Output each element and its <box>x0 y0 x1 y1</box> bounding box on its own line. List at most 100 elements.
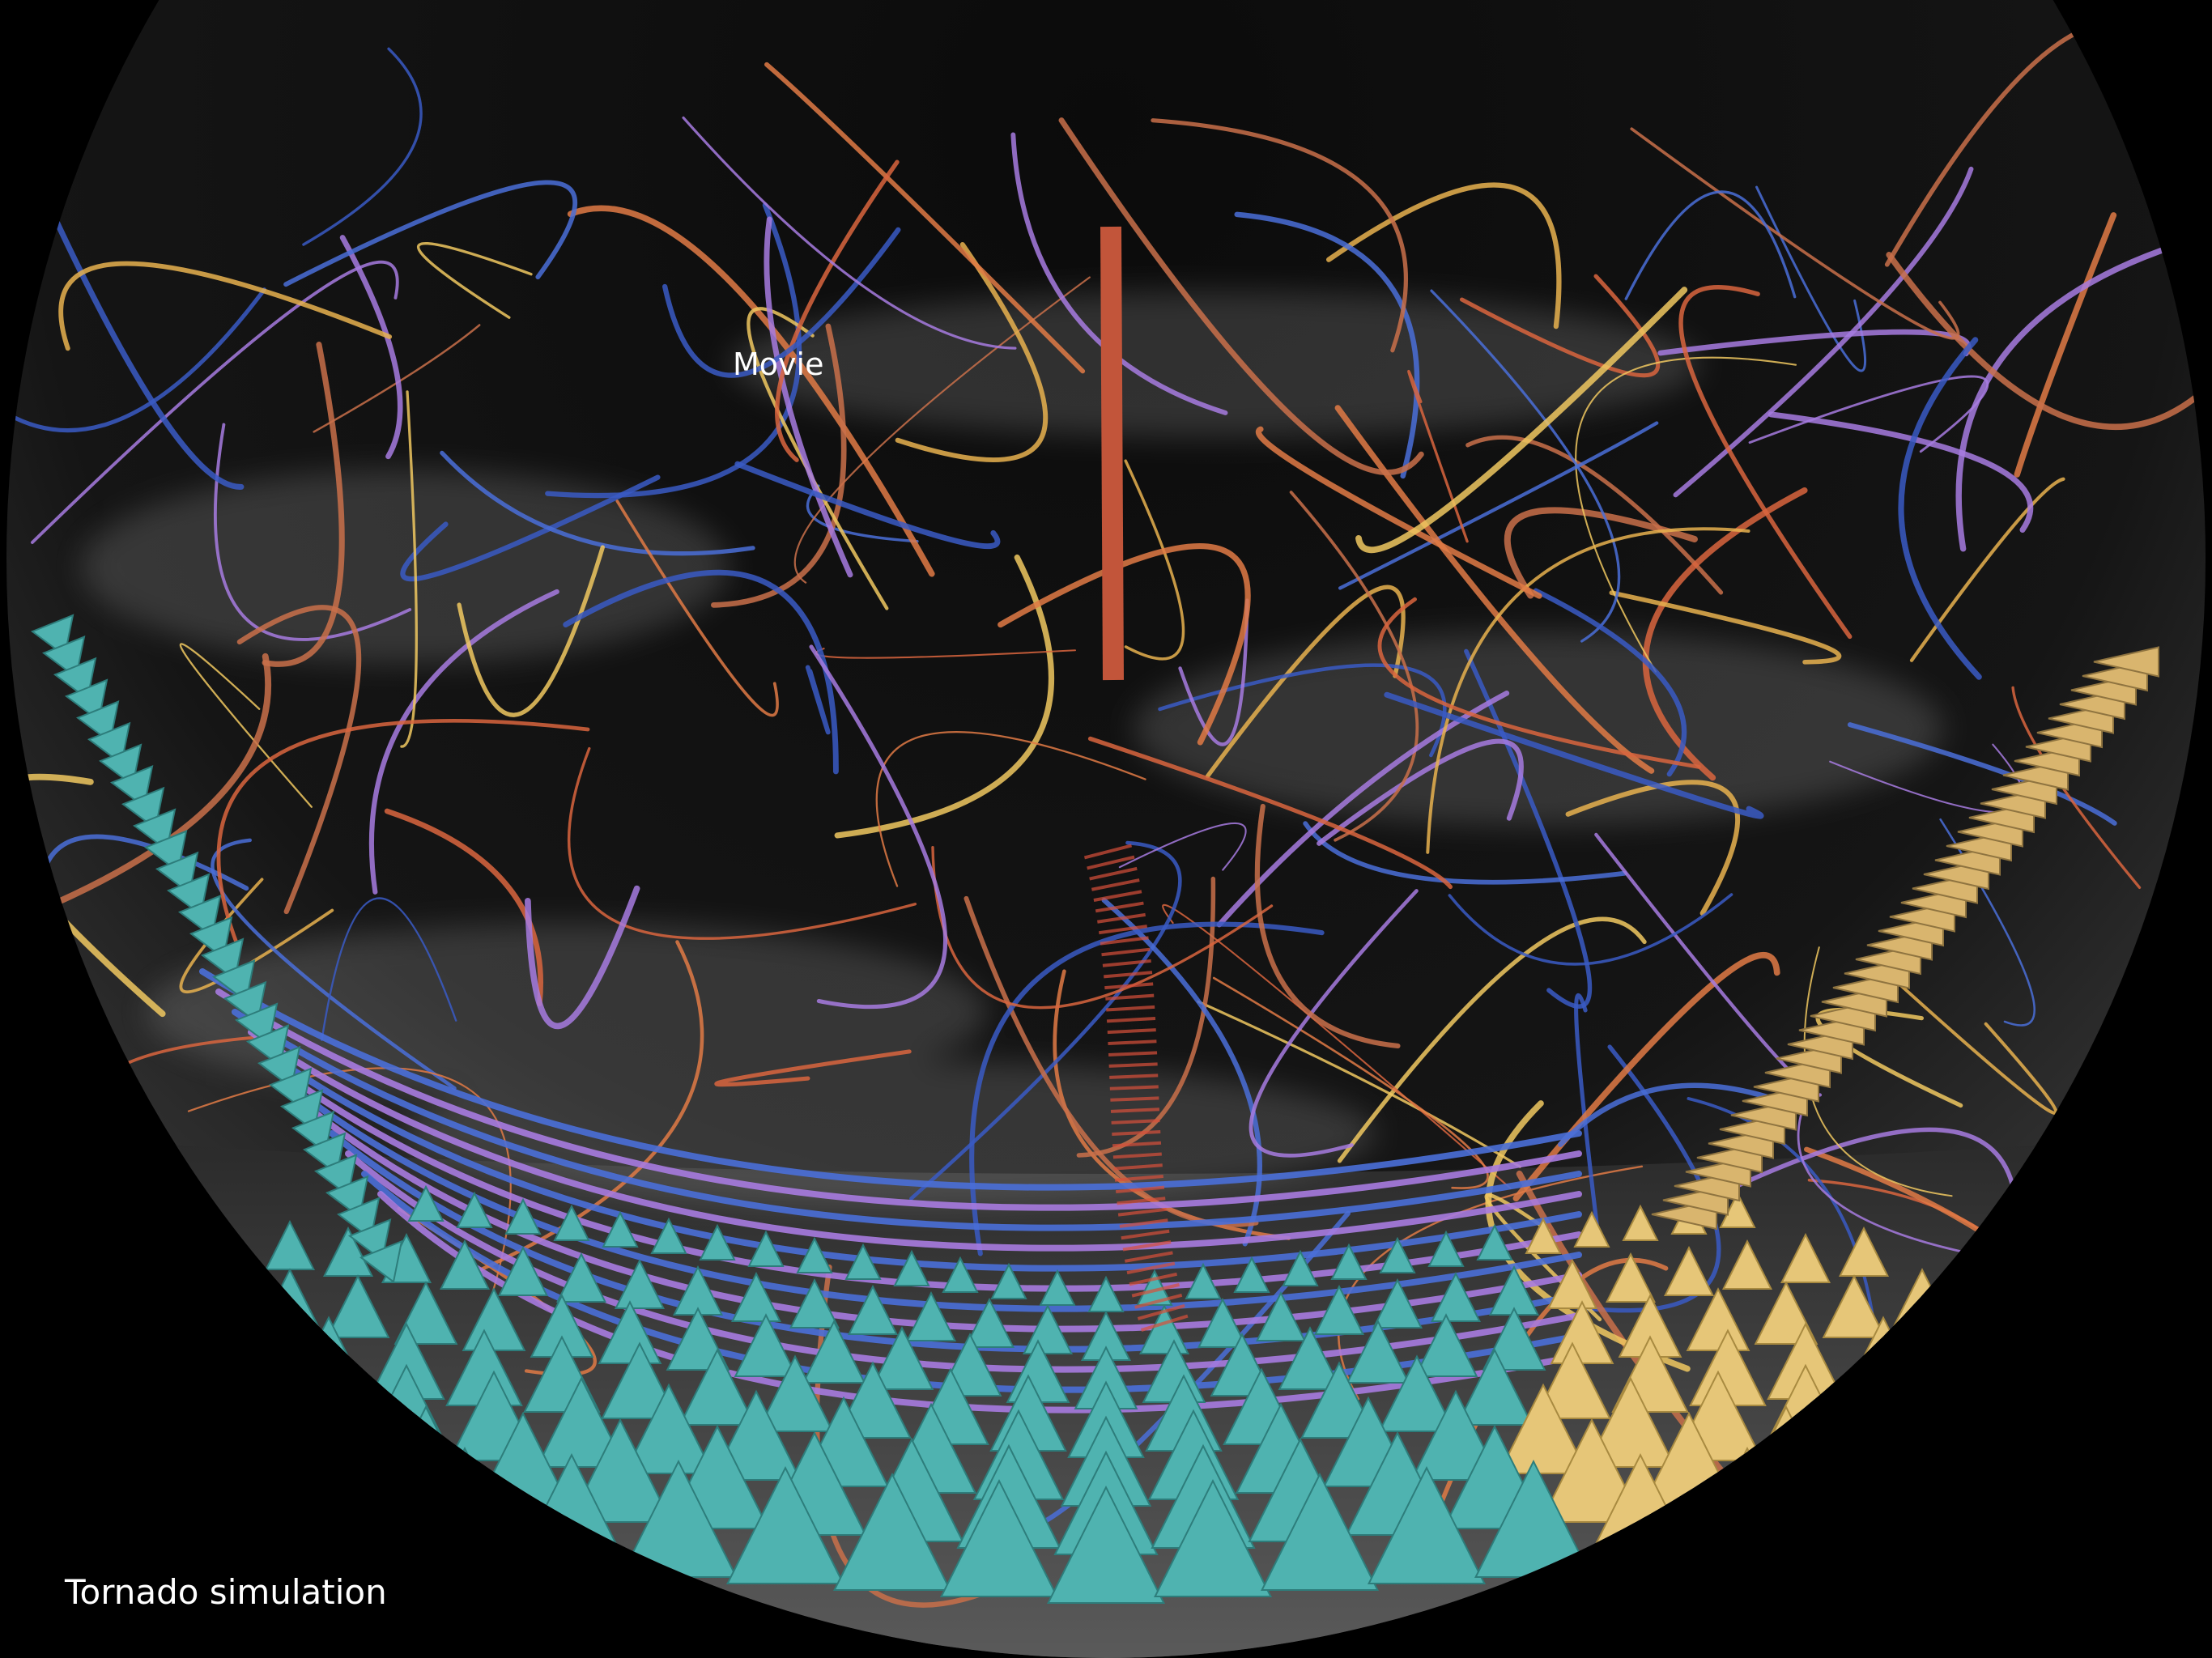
particle-column <box>1083 844 1189 1336</box>
cone <box>1330 1243 1368 1280</box>
cone <box>1313 1284 1365 1335</box>
cone <box>844 1243 882 1280</box>
cone <box>1346 1320 1410 1384</box>
cone <box>1901 1433 2021 1552</box>
vortex-tube <box>1100 226 1124 681</box>
streamline <box>440 450 755 556</box>
cone <box>1838 1226 1890 1277</box>
streamline <box>262 342 345 667</box>
cone <box>134 1303 212 1380</box>
streamline <box>1575 356 1797 673</box>
caption: Tornado simulation <box>65 1572 387 1612</box>
cone <box>666 1307 730 1371</box>
streamline <box>1755 185 1866 372</box>
cone <box>1605 1252 1657 1303</box>
cone <box>1039 1269 1076 1306</box>
cone <box>456 1191 493 1228</box>
streamline <box>321 897 457 1041</box>
cone <box>1622 1204 1659 1241</box>
cone <box>407 1184 445 1222</box>
cone <box>191 1433 311 1552</box>
streamline <box>1254 803 1401 1049</box>
cone <box>730 1271 782 1322</box>
cone <box>212 1309 290 1387</box>
streamline <box>6 773 166 1018</box>
cone <box>963 1297 1015 1348</box>
cone <box>1414 1313 1478 1377</box>
streamline <box>30 260 399 544</box>
streamline <box>1076 876 1216 1158</box>
cone <box>1233 1256 1270 1293</box>
streamline <box>1118 822 1247 871</box>
streamline <box>1565 780 1741 916</box>
streamline <box>213 423 412 641</box>
cone <box>1497 1383 1589 1474</box>
cone <box>504 1197 542 1235</box>
cone <box>298 1439 418 1558</box>
cone <box>359 1239 403 1284</box>
streamline <box>1151 118 1408 353</box>
streamline <box>563 569 839 775</box>
streamline <box>384 808 543 1007</box>
cone <box>84 1426 204 1545</box>
cone <box>2078 1296 2155 1374</box>
cone <box>1525 1217 1562 1254</box>
ground-streamline <box>215 988 1582 1211</box>
streamline <box>1337 916 1647 1163</box>
ground-streamline <box>199 968 1582 1191</box>
cone <box>1831 1398 1936 1503</box>
streamline <box>1673 166 1974 498</box>
cone <box>942 1256 979 1293</box>
cone <box>6 1379 90 1484</box>
streamline <box>525 885 640 1030</box>
streamline <box>1234 211 1420 479</box>
cone <box>1372 1278 1423 1329</box>
cone <box>601 1341 678 1419</box>
cone <box>1153 1478 1273 1597</box>
streamline <box>1803 946 1953 1197</box>
streamline <box>1678 285 1853 640</box>
streamline <box>895 242 1049 463</box>
movie-label: Movie <box>733 346 824 382</box>
streamline <box>1459 274 1661 378</box>
ground-streamline <box>296 1090 1582 1312</box>
streamline <box>6 287 267 433</box>
streamline <box>806 484 919 543</box>
streamline <box>1430 289 1621 643</box>
cone <box>1922 1309 2000 1387</box>
cone <box>939 1478 1059 1597</box>
cone <box>1282 1249 1319 1286</box>
streamline <box>1205 585 1406 779</box>
cone <box>623 1383 715 1474</box>
cone <box>276 1398 381 1503</box>
cone <box>1367 1465 1487 1584</box>
cone <box>179 1392 284 1497</box>
streamline <box>368 589 559 895</box>
streamline <box>1898 337 1982 680</box>
cone <box>497 1245 549 1296</box>
streamline <box>662 227 901 378</box>
cone <box>1476 1223 1513 1261</box>
cone <box>1046 1485 1166 1604</box>
cone <box>699 1223 736 1261</box>
streamline <box>1303 821 1627 885</box>
cone <box>439 1239 491 1290</box>
streamline <box>1512 951 1780 1202</box>
cone <box>847 1284 899 1335</box>
cone <box>1754 1281 1819 1345</box>
streamline <box>236 605 362 915</box>
streamline <box>1158 663 1447 758</box>
cone <box>1573 1210 1610 1248</box>
streamline <box>400 390 418 748</box>
cone <box>1539 1418 1644 1523</box>
cone <box>710 1389 802 1481</box>
streamline <box>1212 976 1489 1189</box>
cone <box>1378 1354 1456 1432</box>
streamline <box>1533 588 1687 777</box>
streamline <box>1407 369 1469 543</box>
cone <box>1185 1262 1222 1299</box>
cone <box>1482 1307 1546 1371</box>
streamline <box>714 1049 912 1087</box>
streamline <box>734 461 1001 550</box>
cone <box>189 1261 254 1325</box>
